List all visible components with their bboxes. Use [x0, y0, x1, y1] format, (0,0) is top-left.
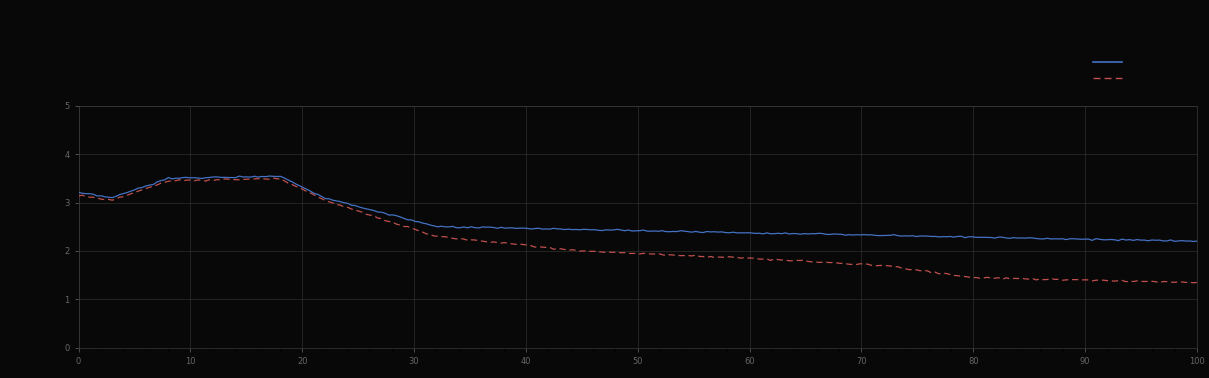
Legend: , : , — [1093, 57, 1124, 83]
